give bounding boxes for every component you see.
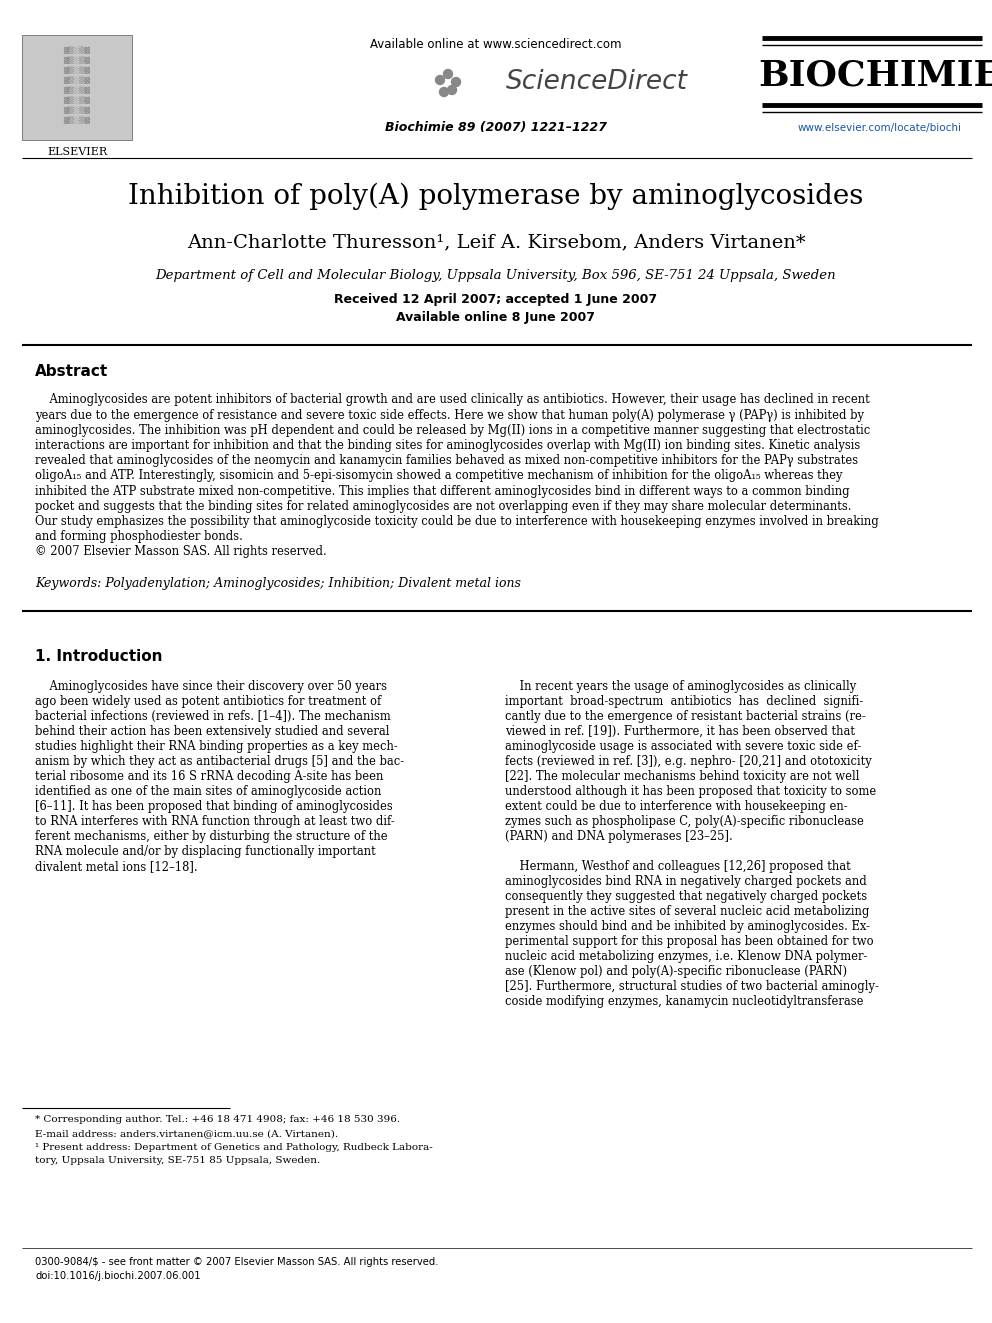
Text: extent could be due to interference with housekeeping en-: extent could be due to interference with… [505,799,847,812]
Text: fects (reviewed in ref. [3]), e.g. nephro- [20,21] and ototoxicity: fects (reviewed in ref. [3]), e.g. nephr… [505,754,872,767]
Text: aminoglycoside usage is associated with severe toxic side ef-: aminoglycoside usage is associated with … [505,740,861,753]
Text: perimental support for this proposal has been obtained for two: perimental support for this proposal has… [505,935,874,947]
Circle shape [447,86,456,94]
Text: ▓▒░▒▓: ▓▒░▒▓ [63,106,90,114]
Text: years due to the emergence of resistance and severe toxic side effects. Here we : years due to the emergence of resistance… [35,409,864,422]
Text: www.elsevier.com/locate/biochi: www.elsevier.com/locate/biochi [798,123,962,134]
Text: [25]. Furthermore, structural studies of two bacterial aminogly-: [25]. Furthermore, structural studies of… [505,980,879,992]
Text: pocket and suggests that the binding sites for related aminoglycosides are not o: pocket and suggests that the binding sit… [35,500,851,513]
Text: studies highlight their RNA binding properties as a key mech-: studies highlight their RNA binding prop… [35,740,398,753]
Text: Ann-Charlotte Thuresson¹, Leif A. Kirsebom, Anders Virtanen*: Ann-Charlotte Thuresson¹, Leif A. Kirseb… [186,233,806,251]
Text: ELSEVIER: ELSEVIER [47,147,107,157]
Text: ase (Klenow pol) and poly(A)-specific ribonuclease (PARN): ase (Klenow pol) and poly(A)-specific ri… [505,964,847,978]
Text: Biochimie 89 (2007) 1221–1227: Biochimie 89 (2007) 1221–1227 [385,122,607,135]
Bar [22,34,132,140]
Text: aminoglycosides bind RNA in negatively charged pockets and: aminoglycosides bind RNA in negatively c… [505,875,867,888]
Text: zymes such as phospholipase C, poly(A)-specific ribonuclease: zymes such as phospholipase C, poly(A)-s… [505,815,864,828]
Text: viewed in ref. [19]). Furthermore, it has been observed that: viewed in ref. [19]). Furthermore, it ha… [505,725,855,738]
Text: doi:10.1016/j.biochi.2007.06.001: doi:10.1016/j.biochi.2007.06.001 [35,1271,200,1281]
Text: ferent mechanisms, either by disturbing the structure of the: ferent mechanisms, either by disturbing … [35,830,388,843]
Text: aminoglycosides. The inhibition was pH dependent and could be released by Mg(II): aminoglycosides. The inhibition was pH d… [35,423,870,437]
Text: 0300-9084/$ - see front matter © 2007 Elsevier Masson SAS. All rights reserved.: 0300-9084/$ - see front matter © 2007 El… [35,1257,438,1267]
Text: coside modifying enzymes, kanamycin nucleotidyltransferase: coside modifying enzymes, kanamycin nucl… [505,995,863,1008]
Text: Hermann, Westhof and colleagues [12,26] proposed that: Hermann, Westhof and colleagues [12,26] … [505,860,851,873]
Text: ScienceDirect: ScienceDirect [506,69,688,95]
Text: present in the active sites of several nucleic acid metabolizing: present in the active sites of several n… [505,905,869,918]
Text: Our study emphasizes the possibility that aminoglycoside toxicity could be due t: Our study emphasizes the possibility tha… [35,515,879,528]
Text: Aminoglycosides have since their discovery over 50 years: Aminoglycosides have since their discove… [35,680,387,693]
Text: In recent years the usage of aminoglycosides as clinically: In recent years the usage of aminoglycos… [505,680,856,693]
Text: E-mail address: anders.virtanen@icm.uu.se (A. Virtanen).: E-mail address: anders.virtanen@icm.uu.s… [35,1129,338,1138]
Text: Keywords: Polyadenylation; Aminoglycosides; Inhibition; Divalent metal ions: Keywords: Polyadenylation; Aminoglycosid… [35,577,521,590]
Text: ▓▒░▒▓: ▓▒░▒▓ [63,66,90,74]
Text: ▓▒░▒▓: ▓▒░▒▓ [63,77,90,83]
Text: behind their action has been extensively studied and several: behind their action has been extensively… [35,725,390,738]
Circle shape [439,87,448,97]
Circle shape [443,70,452,78]
Text: ▓▒░▒▓: ▓▒░▒▓ [63,116,90,124]
Text: to RNA interferes with RNA function through at least two dif-: to RNA interferes with RNA function thro… [35,815,395,828]
Text: important  broad-spectrum  antibiotics  has  declined  signifi-: important broad-spectrum antibiotics has… [505,695,863,708]
Text: (PARN) and DNA polymerases [23–25].: (PARN) and DNA polymerases [23–25]. [505,830,733,843]
Text: understood although it has been proposed that toxicity to some: understood although it has been proposed… [505,785,876,798]
Text: bacterial infections (reviewed in refs. [1–4]). The mechanism: bacterial infections (reviewed in refs. … [35,709,391,722]
Text: Inhibition of poly(A) polymerase by aminoglycosides: Inhibition of poly(A) polymerase by amin… [128,183,864,209]
Text: © 2007 Elsevier Masson SAS. All rights reserved.: © 2007 Elsevier Masson SAS. All rights r… [35,545,326,558]
Text: revealed that aminoglycosides of the neomycin and kanamycin families behaved as : revealed that aminoglycosides of the neo… [35,454,858,467]
Text: inhibited the ATP substrate mixed non-competitive. This implies that different a: inhibited the ATP substrate mixed non-co… [35,484,849,497]
Circle shape [435,75,444,85]
Text: divalent metal ions [12–18].: divalent metal ions [12–18]. [35,860,197,873]
Text: 1. Introduction: 1. Introduction [35,648,163,664]
Text: RNA molecule and/or by displacing functionally important: RNA molecule and/or by displacing functi… [35,844,376,857]
Text: ago been widely used as potent antibiotics for treatment of: ago been widely used as potent antibioti… [35,695,381,708]
Text: Available online 8 June 2007: Available online 8 June 2007 [397,311,595,324]
Text: identified as one of the main sites of aminoglycoside action: identified as one of the main sites of a… [35,785,381,798]
Text: terial ribosome and its 16 S rRNA decoding A-site has been: terial ribosome and its 16 S rRNA decodi… [35,770,383,783]
Text: Aminoglycosides are potent inhibitors of bacterial growth and are used clinicall: Aminoglycosides are potent inhibitors of… [35,393,870,406]
Text: and forming phosphodiester bonds.: and forming phosphodiester bonds. [35,531,243,544]
Text: enzymes should bind and be inhibited by aminoglycosides. Ex-: enzymes should bind and be inhibited by … [505,919,870,933]
Text: BIOCHIMIE: BIOCHIMIE [759,58,992,93]
Text: ▓▒░▒▓: ▓▒░▒▓ [63,56,90,64]
Text: Department of Cell and Molecular Biology, Uppsala University, Box 596, SE-751 24: Department of Cell and Molecular Biology… [156,269,836,282]
Text: consequently they suggested that negatively charged pockets: consequently they suggested that negativ… [505,889,867,902]
Text: anism by which they act as antibacterial drugs [5] and the bac-: anism by which they act as antibacterial… [35,754,404,767]
Text: oligoA₁₅ and ATP. Interestingly, sisomicin and 5-epi-sisomycin showed a competit: oligoA₁₅ and ATP. Interestingly, sisomic… [35,470,842,483]
Text: interactions are important for inhibition and that the binding sites for aminogl: interactions are important for inhibitio… [35,439,860,452]
Text: [6–11]. It has been proposed that binding of aminoglycosides: [6–11]. It has been proposed that bindin… [35,799,393,812]
Text: ▓▒░▒▓: ▓▒░▒▓ [63,46,90,54]
Text: ▓▒░▒▓: ▓▒░▒▓ [63,86,90,94]
Text: Received 12 April 2007; accepted 1 June 2007: Received 12 April 2007; accepted 1 June … [334,294,658,307]
Text: tory, Uppsala University, SE-751 85 Uppsala, Sweden.: tory, Uppsala University, SE-751 85 Upps… [35,1156,320,1166]
Text: ¹ Present address: Department of Genetics and Pathology, Rudbeck Labora-: ¹ Present address: Department of Genetic… [35,1143,433,1151]
Text: Abstract: Abstract [35,365,108,380]
Circle shape [451,78,460,86]
Text: [22]. The molecular mechanisms behind toxicity are not well: [22]. The molecular mechanisms behind to… [505,770,859,783]
Text: Available online at www.sciencedirect.com: Available online at www.sciencedirect.co… [370,38,622,52]
Text: ▓▒░▒▓: ▓▒░▒▓ [63,97,90,103]
Text: cantly due to the emergence of resistant bacterial strains (re-: cantly due to the emergence of resistant… [505,709,866,722]
Text: nucleic acid metabolizing enzymes, i.e. Klenow DNA polymer-: nucleic acid metabolizing enzymes, i.e. … [505,950,867,963]
Text: * Corresponding author. Tel.: +46 18 471 4908; fax: +46 18 530 396.: * Corresponding author. Tel.: +46 18 471… [35,1115,400,1125]
